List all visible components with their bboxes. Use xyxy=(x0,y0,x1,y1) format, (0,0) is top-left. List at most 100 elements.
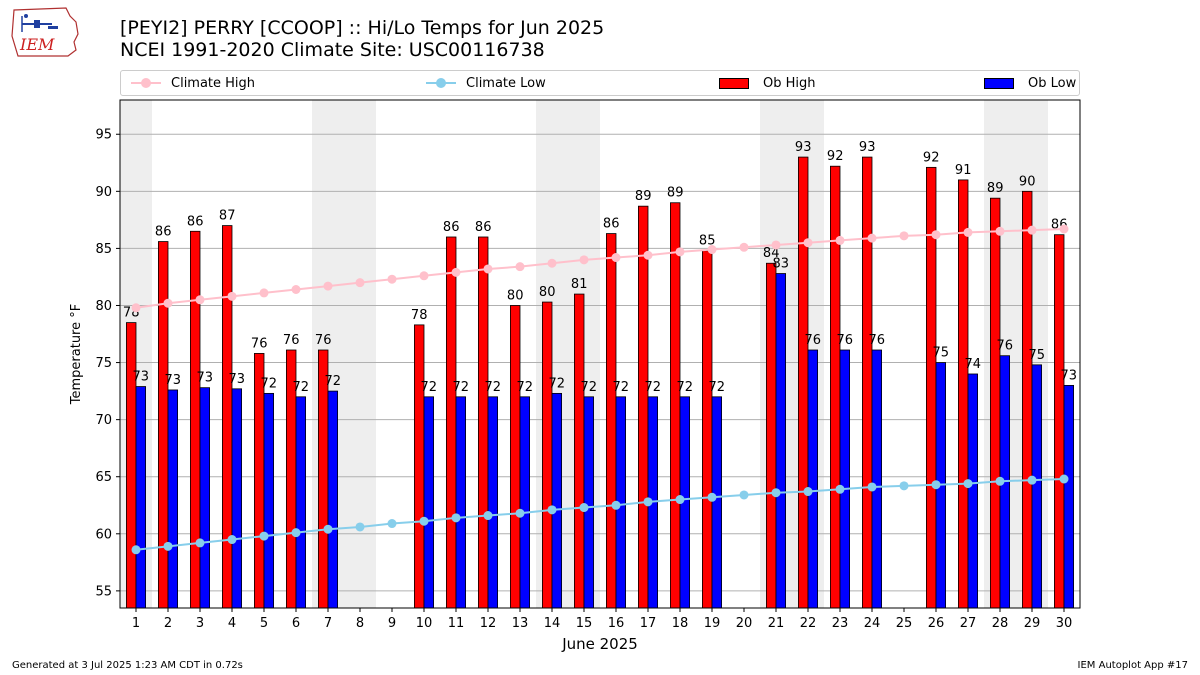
climate-high-point xyxy=(803,238,813,248)
ob-high-bar xyxy=(766,262,777,609)
x-axis-label: June 2025 xyxy=(561,635,638,653)
climate-low-line xyxy=(135,478,1065,551)
ob-high-label: 89 xyxy=(635,189,652,204)
ob-high-label: 89 xyxy=(987,181,1004,196)
iem-logo: IEM xyxy=(11,7,79,57)
x-tick-label: 16 xyxy=(608,616,625,631)
x-tick-label: 14 xyxy=(544,616,561,631)
climate-low-point xyxy=(515,508,525,518)
y-tick-label: 95 xyxy=(95,128,112,143)
ob-low-label: 75 xyxy=(1029,348,1046,363)
ob-low-label: 75 xyxy=(933,346,950,361)
legend-item-ob-low: Ob Low xyxy=(984,74,1076,92)
ob-high-bar xyxy=(830,165,841,609)
legend-label: Ob High xyxy=(763,75,816,91)
ob-low-label: 73 xyxy=(229,372,246,387)
ob-low-label: 72 xyxy=(325,374,342,389)
ob-low-bar xyxy=(295,396,307,609)
x-tick-label: 24 xyxy=(864,616,881,631)
x-tick-label: 2 xyxy=(164,616,172,631)
ob-high-label: 92 xyxy=(827,149,844,164)
ob-high-bar xyxy=(253,353,265,609)
ob-high-bar xyxy=(509,305,521,609)
legend-label: Ob Low xyxy=(1028,75,1077,91)
x-tick-label: 10 xyxy=(416,616,433,631)
ob-high-label: 86 xyxy=(603,217,620,232)
climate-low-point xyxy=(611,500,621,510)
climate-high-line xyxy=(135,227,1065,309)
ob-high-label: 80 xyxy=(507,288,524,303)
climate-high-point xyxy=(611,253,621,263)
ob-high-bar xyxy=(542,301,553,609)
ob-high-bar xyxy=(862,156,873,609)
climate-high-point xyxy=(643,250,653,260)
x-tick-label: 23 xyxy=(832,616,849,631)
ob-low-label: 72 xyxy=(485,380,502,395)
ob-high-bar xyxy=(670,202,681,609)
climate-high-point xyxy=(419,271,429,281)
climate-high-point xyxy=(739,242,749,252)
ob-low-label: 72 xyxy=(421,380,438,395)
ob-low-bar xyxy=(263,392,275,609)
ob-high-label: 86 xyxy=(155,225,172,240)
climate-high-point xyxy=(675,247,685,257)
x-tick-label: 3 xyxy=(196,616,204,631)
x-tick-label: 20 xyxy=(736,616,753,631)
ob-high-bar xyxy=(574,293,585,609)
climate-low-point xyxy=(995,476,1005,486)
ob-low-label: 76 xyxy=(837,333,854,348)
plot-frame xyxy=(119,99,1081,609)
climate-low-point xyxy=(579,503,589,513)
ob-high-label: 93 xyxy=(859,140,876,155)
climate-high-point xyxy=(771,240,781,250)
x-tick-label: 6 xyxy=(292,616,300,631)
ob-low-bar xyxy=(1031,364,1043,609)
ob-high-label: 92 xyxy=(923,150,940,165)
y-tick-label: 55 xyxy=(95,584,112,599)
climate-high-point xyxy=(259,288,269,298)
climate-low-point xyxy=(707,492,717,502)
ob-high-label: 87 xyxy=(219,209,236,224)
climate-low-point xyxy=(419,516,429,526)
ob-high-bar xyxy=(477,236,489,609)
climate-high-point xyxy=(963,227,973,237)
climate-low-point xyxy=(451,513,461,523)
climate-low-point xyxy=(643,497,653,507)
ob-high-bar xyxy=(445,236,457,609)
chart-legend: Climate High Climate Low Ob High Ob Low xyxy=(120,70,1080,96)
x-tick-label: 4 xyxy=(228,616,236,631)
y-tick-label: 85 xyxy=(95,242,112,257)
x-tick-label: 12 xyxy=(480,616,497,631)
legend-item-climate-low: Climate Low xyxy=(426,74,546,92)
ob-high-label: 91 xyxy=(955,163,972,178)
ob-low-label: 73 xyxy=(133,370,150,385)
climate-high-point xyxy=(931,230,941,240)
x-tick-label: 17 xyxy=(640,616,657,631)
ob-low-bar xyxy=(711,396,723,609)
climate-low-point xyxy=(483,511,493,521)
ob-low-label: 73 xyxy=(165,373,182,388)
x-tick-label: 29 xyxy=(1024,616,1041,631)
climate-low-point xyxy=(195,538,205,548)
ob-low-bar xyxy=(839,349,851,609)
climate-high-point xyxy=(899,231,909,241)
climate-high-point xyxy=(483,264,493,274)
x-tick-label: 8 xyxy=(356,616,364,631)
climate-high-point xyxy=(355,278,365,288)
y-tick-label: 75 xyxy=(95,356,112,371)
ob-low-label: 72 xyxy=(293,380,310,395)
climate-high-point xyxy=(515,262,525,272)
y-tick-label: 70 xyxy=(95,413,112,428)
ob-high-bar xyxy=(702,250,713,609)
weekend-band xyxy=(344,100,376,608)
ob-low-label: 72 xyxy=(677,380,694,395)
chart-subtitle: NCEI 1991-2020 Climate Site: USC00116738 xyxy=(120,39,545,61)
chart-title: [PEYI2] PERRY [CCOOP] :: Hi/Lo Temps for… xyxy=(120,17,605,39)
climate-low-point xyxy=(835,484,845,494)
climate-low-point xyxy=(931,480,941,490)
climate-low-point xyxy=(355,522,365,532)
ob-low-bar xyxy=(551,392,563,609)
ob-low-label: 83 xyxy=(773,257,790,272)
ob-high-label: 85 xyxy=(699,234,716,249)
